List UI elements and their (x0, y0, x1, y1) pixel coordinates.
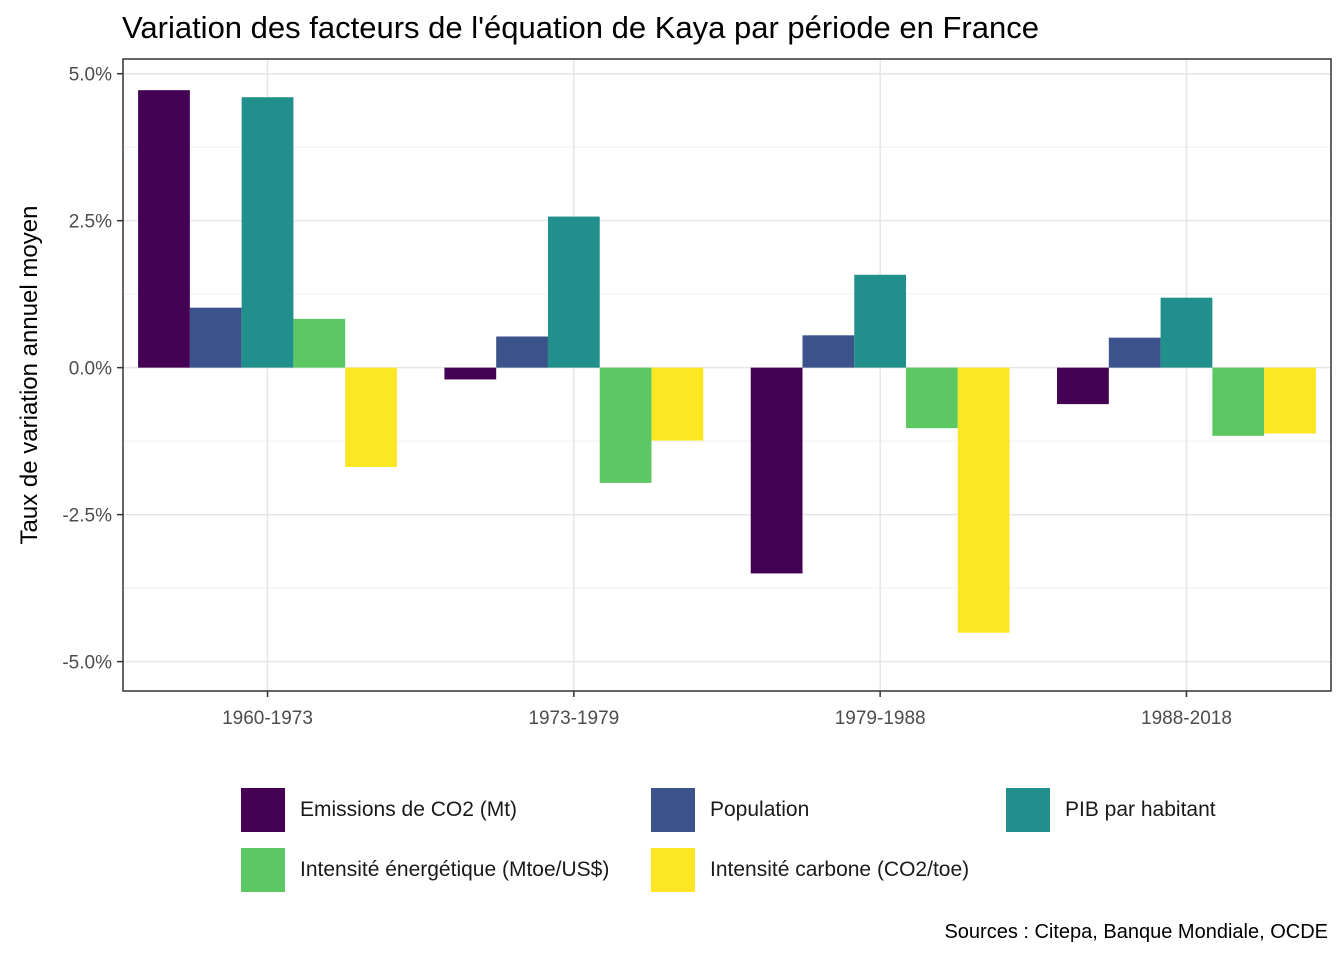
y-axis-label: Taux de variation annuel moyen (16, 206, 43, 545)
y-tick-label: -5.0% (62, 653, 112, 674)
legend-item: Emissions de CO2 (Mt) (241, 788, 517, 832)
bar-intensit-carbone-co2-toe-1973-1979 (651, 367, 704, 441)
bar-intensit-nerg-tique-mtoe-us-1960-1973 (293, 318, 346, 368)
bar-population-1960-1973 (189, 307, 242, 368)
bar-intensit-nerg-tique-mtoe-us-1979-1988 (906, 367, 958, 429)
chart-title: Variation des facteurs de l'équation de … (122, 10, 1039, 45)
legend-item: PIB par habitant (1006, 788, 1216, 832)
y-tick-label: 2.5% (69, 212, 112, 233)
legend-swatch (651, 848, 695, 892)
x-tick-label: 1973-1979 (528, 708, 619, 729)
y-tick-label: 5.0% (69, 65, 112, 86)
bar-intensit-carbone-co2-toe-1988-2018 (1264, 367, 1316, 434)
bar-pib-par-habitant-1960-1973 (241, 97, 294, 368)
bar-intensit-nerg-tique-mtoe-us-1973-1979 (599, 367, 652, 483)
bar-pib-par-habitant-1988-2018 (1160, 297, 1213, 368)
legend-item: Intensité carbone (CO2/toe) (651, 848, 969, 892)
legend-item: Population (651, 788, 809, 832)
bar-intensit-carbone-co2-toe-1979-1988 (957, 367, 1010, 633)
legend-label: Intensité énergétique (Mtoe/US$) (300, 858, 610, 881)
legend-swatch (1006, 788, 1050, 832)
bar-emissions-de-co2-mt-1979-1988 (750, 367, 803, 574)
bar-emissions-de-co2-mt-1988-2018 (1057, 367, 1109, 405)
bar-population-1973-1979 (496, 336, 548, 368)
x-tick-label: 1960-1973 (222, 708, 313, 729)
bar-emissions-de-co2-mt-1960-1973 (138, 90, 190, 368)
bar-intensit-carbone-co2-toe-1960-1973 (345, 367, 397, 468)
legend-label: Intensité carbone (CO2/toe) (710, 858, 970, 881)
legend-item: Intensité énergétique (Mtoe/US$) (241, 848, 609, 892)
legend-swatch (651, 788, 695, 832)
bar-emissions-de-co2-mt-1973-1979 (444, 367, 497, 380)
bar-population-1979-1988 (802, 335, 855, 368)
legend-swatch (241, 848, 285, 892)
legend-swatch (241, 788, 285, 832)
legend-label: Population (710, 798, 810, 821)
bar-intensit-nerg-tique-mtoe-us-1988-2018 (1212, 367, 1265, 436)
y-tick-label: 0.0% (69, 359, 112, 380)
x-tick-label: 1979-1988 (835, 708, 926, 729)
bar-pib-par-habitant-1979-1988 (854, 274, 907, 368)
legend-label: Emissions de CO2 (Mt) (300, 798, 518, 821)
x-tick-label: 1988-2018 (1141, 708, 1232, 729)
legend-label: PIB par habitant (1065, 798, 1216, 821)
y-tick-label: -2.5% (62, 506, 112, 527)
bar-pib-par-habitant-1973-1979 (547, 216, 600, 368)
source-caption: Sources : Citepa, Banque Mondiale, OCDE (944, 921, 1328, 943)
bar-population-1988-2018 (1108, 337, 1161, 368)
plot-border (122, 58, 1332, 692)
